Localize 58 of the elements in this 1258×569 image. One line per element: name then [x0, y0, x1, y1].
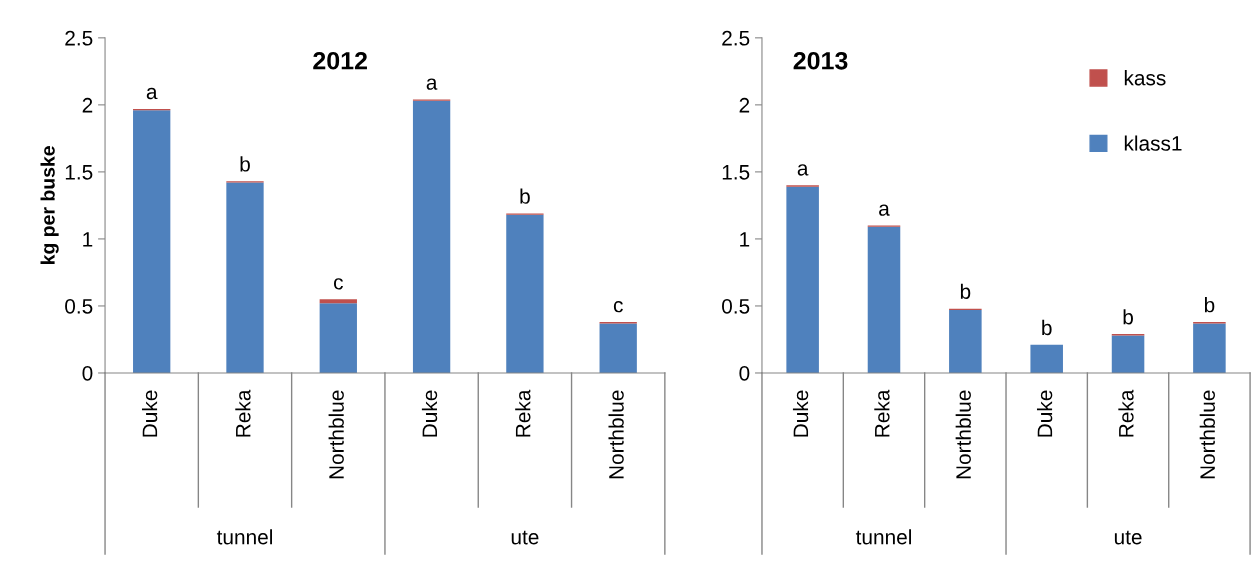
x-tick-label: Duke [421, 390, 438, 437]
chart-title: 2013 [793, 51, 848, 70]
y-tick-label: 2.5 [65, 30, 93, 46]
data-label: b [240, 156, 250, 172]
data-label: b [960, 283, 971, 299]
text: tunnel [216, 529, 272, 545]
bar [412, 100, 451, 373]
data-label: a [879, 204, 890, 216]
bar [599, 323, 637, 373]
x-tick-label: Northblue [1199, 390, 1215, 479]
chart-title: 2012 [313, 51, 367, 70]
bar [319, 299, 357, 304]
data-label: b [1204, 297, 1215, 313]
x-tick-label: Duke [792, 390, 809, 437]
y-tick-label: 1.5 [722, 165, 750, 180]
text: ute [511, 530, 539, 545]
x-tick-label: Duke [1036, 390, 1053, 437]
x-tick-label: Duke [141, 390, 158, 437]
bar [226, 182, 264, 373]
y-tick-label: 0 [739, 365, 750, 381]
legend-label: kass [1124, 70, 1166, 86]
bar [1111, 335, 1145, 373]
bar [133, 110, 171, 373]
y-tick-label: 0 [82, 365, 93, 381]
bar [506, 214, 544, 373]
data-label: a [146, 87, 158, 100]
bar [1030, 344, 1063, 373]
text: tunnel [855, 529, 911, 545]
bar [319, 303, 357, 373]
legend-label: klass1 [1124, 135, 1182, 151]
y-axis-title: kg per buske [40, 146, 59, 265]
y-tick-label: 1.5 [65, 165, 93, 180]
x-tick-label: Reka [515, 389, 531, 437]
bar [867, 226, 901, 373]
x-tick-label: Northblue [328, 390, 344, 479]
y-tick-label: 0.5 [722, 298, 750, 314]
y-tick-label: 0.5 [65, 298, 93, 314]
x-tick-label: Northblue [955, 390, 971, 479]
data-label: b [520, 188, 530, 204]
y-tick-label: 2.5 [722, 30, 750, 46]
bar [1193, 323, 1226, 373]
data-label: c [333, 278, 343, 290]
y-tick-label: 2 [739, 97, 750, 113]
data-label: b [1123, 309, 1133, 325]
y-tick-label: 1 [740, 232, 750, 247]
y-tick-label: 2 [82, 97, 93, 113]
x-tick-label: Reka [235, 389, 251, 437]
bar [949, 309, 982, 373]
bar [786, 186, 819, 373]
data-label: c [613, 300, 623, 313]
x-tick-label: Northblue [608, 390, 624, 479]
x-tick-label: Reka [1118, 389, 1134, 437]
data-label: a [426, 78, 438, 90]
text: ute [1114, 530, 1142, 545]
data-label: a [797, 164, 809, 176]
y-tick-label: 1 [83, 232, 93, 247]
x-tick-label: Reka [874, 389, 890, 437]
data-label: b [1042, 319, 1052, 336]
